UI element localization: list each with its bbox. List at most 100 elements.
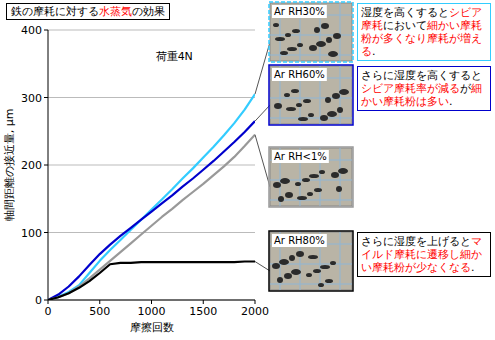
x-axis xyxy=(48,300,255,301)
photo-particle xyxy=(320,265,330,269)
photo-label-bg xyxy=(272,150,329,163)
photo-particle xyxy=(316,41,326,47)
photo-particle xyxy=(286,107,296,111)
photo-particle xyxy=(325,97,331,103)
load-note: 荷重4N xyxy=(156,50,193,63)
photo-label: Ar RH60% xyxy=(274,69,325,80)
y-tick-label: 300 xyxy=(21,92,42,105)
annotation-text: 湿度を高くすると xyxy=(361,6,449,19)
photo-label-bg xyxy=(272,68,327,81)
photo-particle xyxy=(336,186,342,192)
annotation-text: . xyxy=(471,261,475,274)
grid-line xyxy=(48,232,255,233)
annotation-box: さらに湿度を高くするとシビア摩耗率が減るが細かい摩耗粉は多い. xyxy=(357,66,491,111)
grid-line xyxy=(48,97,255,98)
wear-photo xyxy=(270,232,352,290)
photo-grid xyxy=(270,118,352,119)
wear-photo xyxy=(270,3,352,61)
photo-particle xyxy=(278,196,284,202)
photo-particle xyxy=(320,115,328,121)
photo-particle xyxy=(309,174,319,178)
wear-photo xyxy=(270,148,352,206)
connector xyxy=(255,135,270,187)
grid-line xyxy=(48,300,255,301)
photo-particle xyxy=(337,107,343,113)
photo-grid xyxy=(340,232,341,290)
photo-particle xyxy=(285,33,291,37)
photo-particle xyxy=(284,93,290,97)
photo-particle xyxy=(325,279,333,283)
photo-particle xyxy=(331,172,339,178)
annotation-text: さらに湿度を高くすると xyxy=(361,69,482,82)
wear-photo xyxy=(270,66,352,124)
photo-grid xyxy=(340,148,341,206)
y-tick xyxy=(44,165,48,166)
photo-particle xyxy=(326,37,332,43)
photo-particle xyxy=(332,93,340,99)
y-axis-title: 軸間距離の接近量, μm xyxy=(3,109,16,222)
connector xyxy=(255,105,270,121)
y-tick-label: 0 xyxy=(35,294,42,307)
photo-particle xyxy=(296,103,302,107)
photo-particle xyxy=(272,263,280,269)
y-tick-label: 200 xyxy=(21,159,42,172)
photo-label: Ar RH30% xyxy=(274,6,325,17)
title-text: の効果 xyxy=(132,5,165,18)
x-tick xyxy=(255,300,256,304)
x-tick xyxy=(99,300,100,304)
photo-particle xyxy=(309,45,317,51)
photo-particle xyxy=(287,47,297,51)
x-axis-title: 摩擦回数 xyxy=(130,321,174,334)
annotation-text: . xyxy=(372,45,376,58)
connector xyxy=(255,262,270,271)
page: 01002003004000500100015002000摩擦回数軸間距離の接近… xyxy=(0,0,495,340)
photo-particle xyxy=(313,269,321,273)
y-tick xyxy=(44,97,48,98)
photo-grid xyxy=(340,3,341,61)
annotation-box: 湿度を高くするとシビア摩耗において細かい摩耗粉が多くなり摩耗が増える. xyxy=(357,3,491,61)
photo-particle xyxy=(295,182,301,186)
y-tick-label: 100 xyxy=(21,227,42,240)
title-text: 水蒸気 xyxy=(99,5,132,18)
title-box: 鉄の摩耗に対する水蒸気の効果 xyxy=(6,3,170,20)
photo-particle xyxy=(314,188,322,192)
photo-particle xyxy=(291,89,299,93)
photo-particle xyxy=(297,43,303,47)
photo-label-bg xyxy=(272,5,327,18)
photo-frame xyxy=(269,2,353,62)
annotation-text: シビア摩耗率が減る xyxy=(361,82,460,95)
series-line xyxy=(48,94,255,300)
photo-particle xyxy=(339,89,349,95)
y-tick xyxy=(44,300,48,301)
photo-label: Ar RH<1% xyxy=(274,151,327,162)
photo-particle xyxy=(303,99,311,103)
photo-label-bg xyxy=(272,234,327,247)
connector xyxy=(255,42,270,94)
y-tick xyxy=(44,30,48,31)
photo-particle xyxy=(308,255,318,259)
y-tick xyxy=(44,232,48,233)
annotation-text: さらに湿度を上げると xyxy=(361,235,471,248)
photo-particle xyxy=(284,273,292,279)
photo-particle xyxy=(279,259,289,265)
photo-particle xyxy=(328,51,338,57)
photo-particle xyxy=(327,111,337,117)
x-tick-label: 1000 xyxy=(138,305,166,318)
photo-particle xyxy=(298,117,308,121)
photo-frame xyxy=(269,65,353,125)
photo-particle xyxy=(285,192,293,198)
grid-line xyxy=(48,30,255,31)
photo-particle xyxy=(297,196,307,200)
series-line xyxy=(48,121,255,300)
photo-particle xyxy=(318,283,324,287)
x-tick xyxy=(203,300,204,304)
photo-grid xyxy=(270,98,352,99)
photo-particle xyxy=(277,277,283,283)
photo-particle xyxy=(273,23,279,27)
photo-particle xyxy=(307,192,313,196)
photo-grid xyxy=(270,284,352,285)
photo-particle xyxy=(306,273,312,277)
y-axis xyxy=(48,30,49,300)
x-tick-label: 0 xyxy=(45,305,52,318)
photo-particle xyxy=(280,178,290,184)
